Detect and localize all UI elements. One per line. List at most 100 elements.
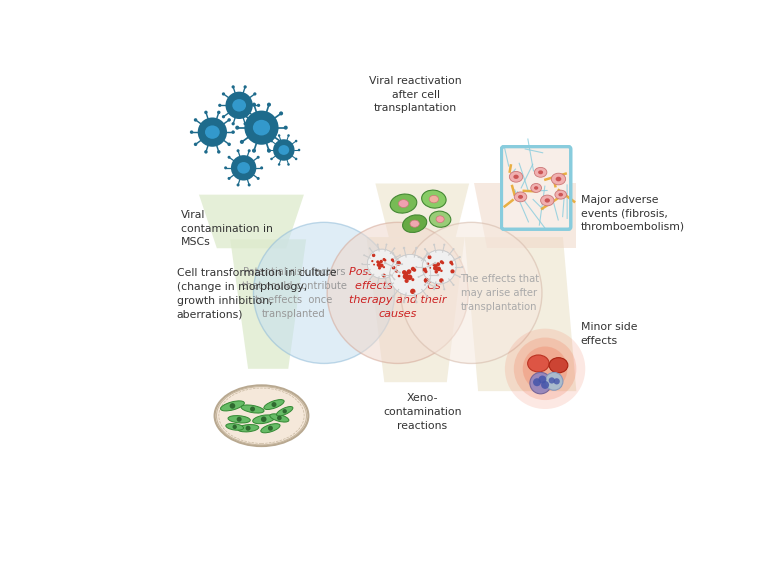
Circle shape: [199, 119, 226, 146]
Circle shape: [279, 140, 283, 144]
Circle shape: [386, 282, 387, 284]
Circle shape: [367, 249, 397, 278]
Ellipse shape: [237, 162, 250, 173]
Circle shape: [533, 378, 541, 386]
Ellipse shape: [253, 415, 275, 424]
Circle shape: [231, 122, 235, 125]
Circle shape: [437, 274, 439, 276]
Circle shape: [383, 266, 385, 269]
Circle shape: [393, 248, 395, 249]
Circle shape: [277, 416, 282, 420]
Circle shape: [553, 378, 559, 385]
Circle shape: [227, 118, 231, 122]
Ellipse shape: [436, 216, 444, 223]
Circle shape: [440, 270, 442, 272]
Circle shape: [417, 276, 420, 278]
Circle shape: [452, 248, 455, 250]
Polygon shape: [376, 183, 469, 237]
Circle shape: [413, 268, 416, 272]
Circle shape: [295, 158, 297, 160]
Circle shape: [245, 426, 251, 431]
Circle shape: [383, 258, 386, 261]
Ellipse shape: [429, 211, 451, 227]
Circle shape: [393, 278, 395, 280]
Circle shape: [407, 274, 412, 280]
Circle shape: [417, 256, 420, 258]
Circle shape: [404, 279, 409, 283]
Circle shape: [377, 244, 379, 245]
Circle shape: [426, 295, 428, 298]
Circle shape: [232, 156, 255, 179]
Circle shape: [268, 426, 273, 431]
Circle shape: [369, 278, 371, 280]
Circle shape: [257, 177, 260, 180]
Circle shape: [230, 403, 235, 409]
Circle shape: [443, 288, 445, 291]
Circle shape: [424, 248, 426, 250]
Text: Cell transformation in culture
(change in morphology,
growth inhibition,
aberrat: Cell transformation in culture (change i…: [177, 269, 336, 319]
Circle shape: [233, 425, 237, 429]
Circle shape: [422, 250, 456, 284]
Circle shape: [217, 111, 220, 114]
Ellipse shape: [261, 423, 280, 433]
Circle shape: [235, 126, 239, 130]
Circle shape: [401, 222, 542, 364]
Circle shape: [415, 301, 417, 303]
Ellipse shape: [228, 416, 251, 423]
Circle shape: [278, 134, 280, 137]
Ellipse shape: [541, 195, 554, 206]
Circle shape: [373, 264, 375, 266]
Circle shape: [449, 260, 453, 264]
Text: Xeno-
contamination
reactions: Xeno- contamination reactions: [383, 393, 462, 430]
Circle shape: [372, 253, 376, 257]
Circle shape: [371, 260, 373, 262]
Circle shape: [267, 148, 271, 153]
Circle shape: [384, 262, 386, 264]
Circle shape: [434, 262, 436, 264]
Circle shape: [222, 115, 225, 118]
Ellipse shape: [276, 407, 293, 416]
Circle shape: [410, 289, 415, 294]
Circle shape: [227, 177, 230, 180]
Circle shape: [267, 103, 271, 107]
Circle shape: [405, 276, 408, 279]
Circle shape: [190, 130, 193, 134]
Circle shape: [407, 269, 411, 274]
Circle shape: [194, 118, 197, 122]
Ellipse shape: [403, 215, 427, 233]
Circle shape: [439, 278, 444, 282]
Text: Possible negative
effects of MSCs
therapy and their
causes: Possible negative effects of MSCs therap…: [349, 267, 446, 319]
Circle shape: [392, 260, 394, 263]
Circle shape: [267, 148, 270, 151]
Circle shape: [379, 260, 383, 263]
Circle shape: [204, 111, 208, 114]
Circle shape: [415, 246, 417, 249]
Circle shape: [384, 286, 386, 288]
Circle shape: [443, 244, 445, 246]
Circle shape: [450, 269, 455, 274]
Text: Viral
contamination in
MSCs: Viral contamination in MSCs: [181, 211, 273, 248]
Circle shape: [194, 143, 197, 146]
Ellipse shape: [241, 405, 264, 413]
Circle shape: [378, 262, 381, 264]
Circle shape: [435, 268, 438, 270]
Ellipse shape: [549, 358, 568, 373]
Circle shape: [240, 140, 244, 144]
Circle shape: [237, 149, 240, 152]
Ellipse shape: [232, 99, 246, 111]
Circle shape: [435, 270, 438, 274]
Circle shape: [549, 378, 555, 383]
Circle shape: [429, 267, 431, 269]
Ellipse shape: [514, 192, 527, 202]
Circle shape: [426, 252, 428, 255]
Circle shape: [384, 259, 386, 262]
Circle shape: [298, 148, 300, 151]
Circle shape: [327, 222, 468, 364]
Circle shape: [424, 278, 429, 283]
Circle shape: [378, 267, 381, 270]
Circle shape: [244, 122, 247, 125]
Circle shape: [270, 140, 273, 142]
Circle shape: [376, 260, 379, 263]
Ellipse shape: [410, 220, 419, 227]
Ellipse shape: [514, 175, 518, 179]
